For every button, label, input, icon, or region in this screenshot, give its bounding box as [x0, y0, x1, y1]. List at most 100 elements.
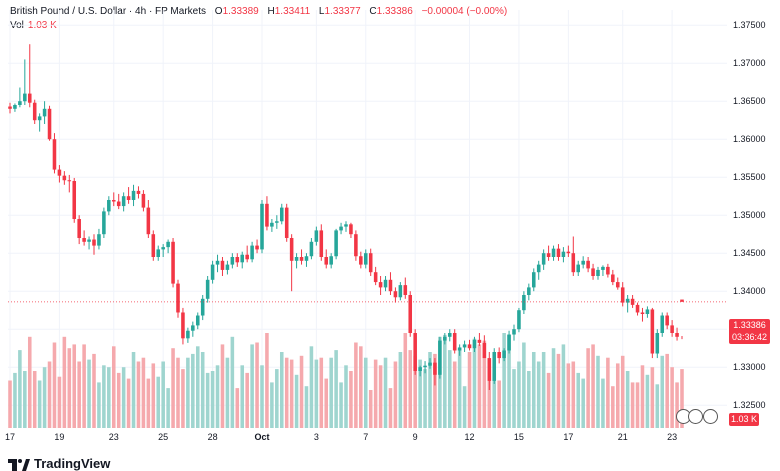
candle [23, 59, 27, 105]
candle-body [235, 257, 240, 263]
volume-bar [586, 348, 590, 428]
volume-bar [146, 378, 151, 428]
volume-bar [37, 380, 42, 428]
candle [131, 184, 136, 207]
time-tick-label: 9 [413, 432, 418, 442]
candle-body [492, 352, 497, 381]
time-tick-label: 23 [109, 432, 119, 442]
candle [57, 165, 62, 183]
candle-body [294, 257, 299, 261]
volume-bar [324, 378, 329, 428]
event-flag-icon[interactable] [703, 409, 718, 424]
candle [680, 299, 684, 340]
candle [255, 239, 259, 254]
volume-bar [472, 338, 477, 428]
candle-body [606, 266, 610, 275]
price-tick-label: 1.32500 [733, 400, 766, 410]
candle-body [502, 350, 506, 359]
candle-body [8, 106, 12, 109]
last-price: 1.33386 [733, 320, 766, 330]
open-value: 1.33389 [222, 6, 259, 17]
volume-bar [107, 367, 111, 428]
volume-bar [250, 344, 254, 428]
volume-bar [650, 367, 655, 428]
candle [279, 203, 284, 225]
candle [37, 113, 42, 132]
event-flag-icon[interactable] [688, 409, 703, 424]
candle [645, 306, 650, 318]
candle [363, 249, 368, 269]
candle [620, 282, 625, 307]
candle-body [329, 256, 333, 265]
price-tick-label: 1.37500 [733, 20, 766, 30]
volume-tag: 1.03 K [729, 413, 759, 426]
price-tick-label: 1.37000 [733, 58, 766, 68]
candle [398, 282, 403, 301]
candle [522, 291, 526, 314]
volume-bar [77, 361, 81, 428]
candle-body [319, 230, 324, 257]
candle [102, 207, 106, 238]
volume-bar [403, 333, 408, 428]
candle [329, 253, 333, 269]
candle [161, 244, 165, 257]
volume-bar [245, 372, 249, 428]
volume-bar [413, 355, 417, 428]
candle-body [107, 200, 111, 212]
volume-bar [260, 365, 264, 428]
volume-bar [334, 350, 338, 428]
volume-bar [551, 348, 556, 428]
volume-bar [522, 342, 526, 428]
candle-body [472, 339, 477, 349]
volume-bar [344, 365, 348, 428]
candle [339, 222, 343, 235]
volume-bar [566, 363, 571, 428]
candle [487, 352, 492, 390]
volume-bar [131, 352, 136, 428]
candle [235, 253, 240, 267]
candle-body [166, 241, 170, 248]
candle-body [383, 279, 388, 288]
volume-bar [166, 388, 170, 428]
symbol-title[interactable]: British Pound / U.S. Dollar · 4h · FP Ma… [10, 6, 206, 17]
price-tick-label: 1.33000 [733, 362, 766, 372]
volume-bar [27, 336, 32, 428]
candle [87, 236, 91, 250]
volume-bar [265, 333, 269, 428]
candle [141, 190, 146, 212]
candle [324, 249, 329, 269]
price-tick-label: 1.35000 [733, 210, 766, 220]
candle-body [52, 139, 57, 170]
volume-bar [339, 382, 343, 428]
volume-bar [477, 344, 482, 428]
volume-bar [680, 369, 684, 428]
candle [413, 329, 417, 375]
volume-bar [497, 380, 501, 428]
volume-bar [423, 369, 427, 428]
volume-bar [531, 352, 536, 428]
candle-body [284, 207, 289, 238]
volume-bar [8, 380, 12, 428]
candle-body [324, 257, 329, 265]
candle [472, 336, 477, 352]
candle-body [487, 358, 492, 381]
volume-bar [314, 359, 319, 428]
candle-body [423, 365, 427, 368]
volume-bar [141, 357, 146, 428]
volume-bar [363, 357, 368, 428]
open-label: O [214, 6, 223, 17]
candle-body [27, 93, 32, 103]
candle-body [23, 93, 27, 102]
volume-bar [462, 386, 467, 428]
candle-body [675, 333, 679, 337]
volume-bar [541, 352, 546, 428]
volume-bar [309, 346, 314, 428]
tradingview-logo[interactable]: TradingView [8, 456, 110, 471]
candle-body [359, 256, 363, 265]
candle [373, 266, 378, 286]
candle [205, 276, 210, 303]
candle [512, 324, 516, 341]
time-tick-label: 17 [5, 432, 15, 442]
candle-body [92, 239, 96, 246]
